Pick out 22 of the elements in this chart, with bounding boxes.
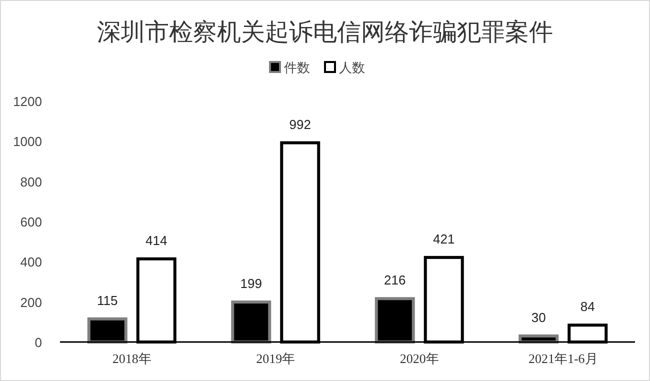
x-tick-label: 2021年1-6月 bbox=[528, 351, 598, 366]
y-tick-label: 0 bbox=[34, 335, 42, 350]
y-tick-label: 1000 bbox=[13, 134, 42, 150]
data-label: 84 bbox=[580, 299, 595, 314]
data-label: 115 bbox=[97, 292, 118, 308]
data-label: 421 bbox=[433, 231, 455, 246]
data-label: 414 bbox=[146, 232, 168, 248]
y-tick-label: 800 bbox=[20, 174, 42, 190]
data-label: 992 bbox=[289, 116, 311, 132]
chart-title: 深圳市检察机关起诉电信网络诈骗犯罪案件 bbox=[97, 19, 553, 46]
x-tick-label: 2020年 bbox=[400, 351, 439, 366]
data-label: 30 bbox=[531, 310, 546, 325]
legend-label: 件数 bbox=[284, 60, 310, 75]
y-tick-label: 600 bbox=[20, 214, 42, 230]
legend-label: 人数 bbox=[339, 60, 365, 75]
y-tick-label: 200 bbox=[20, 294, 42, 310]
y-tick-label: 1200 bbox=[13, 94, 42, 109]
data-label: 216 bbox=[384, 272, 406, 288]
y-tick-label: 400 bbox=[20, 254, 42, 270]
x-tick-label: 2019年 bbox=[256, 351, 296, 366]
data-label: 199 bbox=[240, 276, 262, 292]
x-tick-label: 2018年 bbox=[112, 351, 152, 366]
